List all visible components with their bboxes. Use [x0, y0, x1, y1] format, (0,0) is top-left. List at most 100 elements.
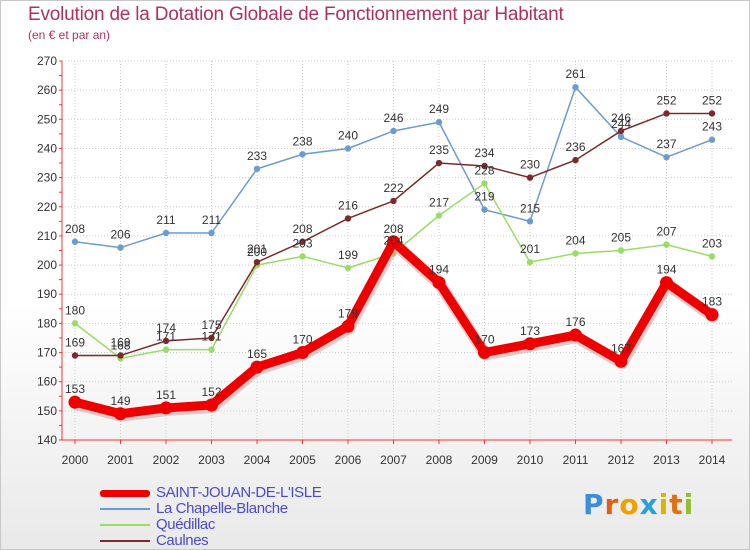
- data-point: [435, 159, 443, 167]
- data-label: 152: [201, 385, 221, 399]
- logo-letter: o: [619, 488, 640, 521]
- data-point: [432, 276, 446, 290]
- legend-label: SAINT-JOUAN-DE-L'ISLE: [156, 484, 322, 501]
- data-label: 204: [383, 233, 403, 247]
- data-label: 171: [156, 330, 176, 344]
- data-label: 179: [338, 306, 358, 320]
- x-tick-label: 2004: [244, 453, 271, 467]
- data-point: [526, 258, 534, 266]
- data-point: [435, 212, 443, 219]
- y-tick-label: 270: [37, 54, 57, 68]
- legend-swatch: [100, 524, 150, 526]
- data-label: 217: [429, 196, 449, 210]
- data-point: [617, 127, 625, 135]
- data-label: 261: [565, 67, 585, 81]
- data-label: 211: [202, 213, 221, 227]
- data-point: [663, 110, 670, 117]
- data-point: [208, 334, 215, 342]
- data-point: [481, 162, 488, 170]
- data-label: 230: [520, 158, 540, 172]
- y-tick-label: 230: [37, 171, 57, 185]
- data-point: [387, 235, 400, 249]
- data-point: [523, 337, 537, 351]
- data-point: [526, 174, 534, 181]
- y-tick-label: 180: [37, 316, 57, 330]
- y-tick-label: 250: [37, 112, 57, 126]
- data-label: 211: [156, 213, 175, 227]
- data-point: [708, 110, 716, 117]
- data-label: 228: [474, 163, 494, 177]
- data-point: [390, 127, 397, 135]
- data-label: 174: [156, 321, 176, 335]
- data-label: 203: [702, 236, 722, 250]
- x-tick-label: 2006: [335, 453, 362, 467]
- data-label: 236: [565, 140, 585, 154]
- data-label: 199: [338, 248, 358, 262]
- legend-swatch: [100, 540, 150, 542]
- data-point: [117, 244, 124, 251]
- data-label: 243: [702, 120, 722, 134]
- data-point: [162, 337, 170, 345]
- data-label: 216: [338, 198, 358, 212]
- x-tick-label: 2007: [380, 453, 407, 467]
- data-point: [208, 346, 215, 353]
- data-point: [299, 238, 306, 245]
- data-label: 149: [110, 394, 130, 408]
- data-label: 173: [520, 324, 540, 338]
- logo-letter: i: [658, 488, 670, 521]
- x-tick-label: 2005: [289, 453, 316, 467]
- x-tick-label: 2013: [653, 453, 680, 467]
- x-tick-label: 2008: [426, 453, 453, 467]
- data-label: 252: [656, 93, 676, 107]
- data-label: 208: [292, 222, 312, 236]
- data-label: 200: [247, 245, 267, 259]
- data-point: [208, 229, 215, 237]
- data-label: 201: [520, 242, 540, 256]
- data-label: 219: [474, 190, 494, 204]
- data-label: 194: [656, 263, 676, 277]
- data-point: [162, 346, 170, 353]
- proxiti-logo: Proxiti: [583, 488, 694, 521]
- data-label: 207: [656, 225, 676, 239]
- y-tick-label: 240: [37, 141, 57, 155]
- data-point: [569, 328, 582, 342]
- data-label: 176: [565, 315, 585, 329]
- data-label: 194: [429, 263, 449, 277]
- x-tick-label: 2003: [198, 453, 225, 467]
- data-label: 175: [201, 318, 221, 332]
- data-label: 240: [338, 128, 358, 142]
- x-tick-label: 2011: [563, 453, 589, 467]
- y-tick-label: 160: [37, 375, 57, 389]
- data-label: 237: [656, 137, 676, 151]
- data-point: [71, 320, 79, 327]
- data-label: 246: [611, 111, 631, 125]
- data-point: [68, 395, 82, 409]
- data-label: 183: [702, 295, 722, 309]
- data-label: 238: [292, 134, 312, 148]
- chart-title: Evolution de la Dotation Globale de Fonc…: [28, 4, 564, 25]
- x-tick-label: 2001: [107, 453, 134, 467]
- x-tick-label: 2014: [699, 453, 726, 467]
- data-label: 244: [611, 117, 631, 131]
- y-tick-label: 170: [37, 346, 57, 360]
- data-point: [390, 197, 397, 205]
- data-label: 222: [383, 181, 403, 195]
- y-tick-label: 210: [37, 229, 57, 243]
- data-point: [296, 346, 309, 360]
- data-point: [344, 264, 352, 272]
- data-point: [344, 145, 352, 152]
- data-label: 170: [292, 333, 312, 347]
- data-point: [663, 154, 670, 161]
- data-point: [435, 119, 443, 126]
- data-point: [572, 84, 579, 91]
- data-point: [572, 250, 579, 257]
- y-tick-label: 260: [37, 83, 57, 97]
- data-label: 170: [474, 333, 494, 347]
- data-point: [663, 241, 670, 248]
- data-label: 165: [247, 347, 267, 361]
- data-label: 180: [65, 303, 85, 317]
- data-label: 246: [383, 111, 403, 125]
- data-label: 208: [65, 222, 85, 236]
- data-point: [344, 215, 352, 222]
- data-point: [478, 346, 491, 360]
